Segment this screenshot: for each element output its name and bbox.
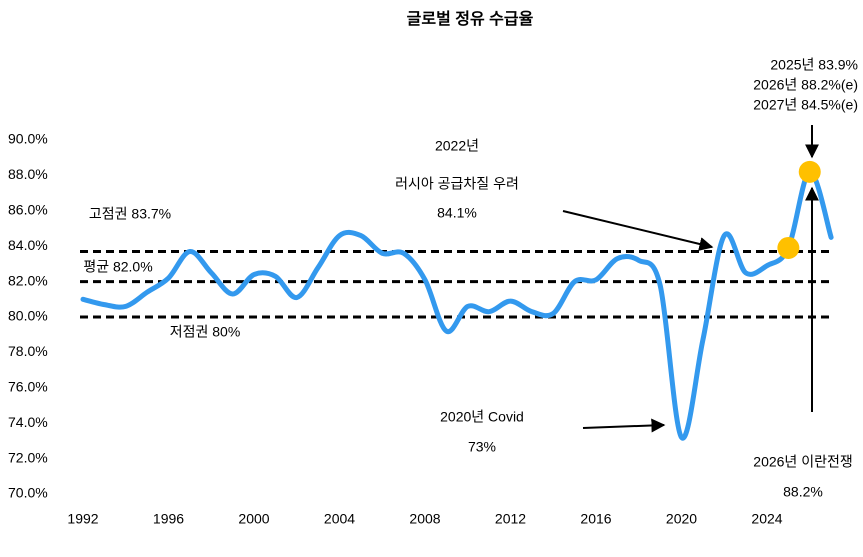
y-tick-label: 82.0% — [8, 272, 48, 288]
annotation: 고점권 83.7% — [89, 206, 171, 222]
chart-title: 글로벌 정유 수급율 — [407, 10, 534, 28]
y-tick-label: 70.0% — [8, 485, 48, 501]
annotation: 2026년 이란전쟁 — [753, 454, 852, 470]
y-tick-label: 84.0% — [8, 237, 48, 253]
annotation: 2025년 83.9% — [770, 57, 858, 73]
annotation: 73% — [468, 439, 496, 455]
y-tick-label: 72.0% — [8, 449, 48, 465]
y-tick-label: 88.0% — [8, 166, 48, 182]
annotation: 평균 82.0% — [83, 259, 152, 275]
annotation: 84.1% — [437, 205, 477, 221]
arrow — [562, 210, 714, 251]
annotation: 2027년 84.5%(e) — [753, 97, 858, 113]
x-tick-label: 1996 — [153, 511, 184, 527]
y-tick-label: 80.0% — [8, 308, 48, 324]
y-tick-label: 90.0% — [8, 131, 48, 147]
x-tick-label: 2024 — [751, 511, 782, 527]
y-tick-label: 86.0% — [8, 202, 48, 218]
x-tick-label: 2012 — [495, 511, 526, 527]
x-tick-label: 1992 — [67, 511, 98, 527]
data-line — [80, 169, 834, 441]
annotation: 2026년 88.2%(e) — [753, 77, 858, 93]
x-tick-label: 2004 — [324, 511, 355, 527]
x-tick-label: 2000 — [238, 511, 269, 527]
x-tick-label: 2020 — [666, 511, 697, 527]
annotation: 88.2% — [783, 484, 823, 500]
annotation: 저점권 80% — [170, 324, 241, 340]
x-tick-label: 2008 — [409, 511, 440, 527]
y-tick-label: 76.0% — [8, 379, 48, 395]
y-tick-label: 74.0% — [8, 414, 48, 430]
annotation: 러시아 공급차질 우려 — [395, 176, 519, 192]
annotation: 2020년 Covid — [440, 409, 524, 425]
arrows — [562, 125, 819, 433]
arrow — [582, 418, 666, 433]
y-tick-label: 78.0% — [8, 343, 48, 359]
highlight-point — [777, 236, 800, 259]
annotation: 2022년 — [435, 138, 479, 154]
highlight-point — [798, 160, 821, 183]
x-tick-label: 2016 — [580, 511, 611, 527]
